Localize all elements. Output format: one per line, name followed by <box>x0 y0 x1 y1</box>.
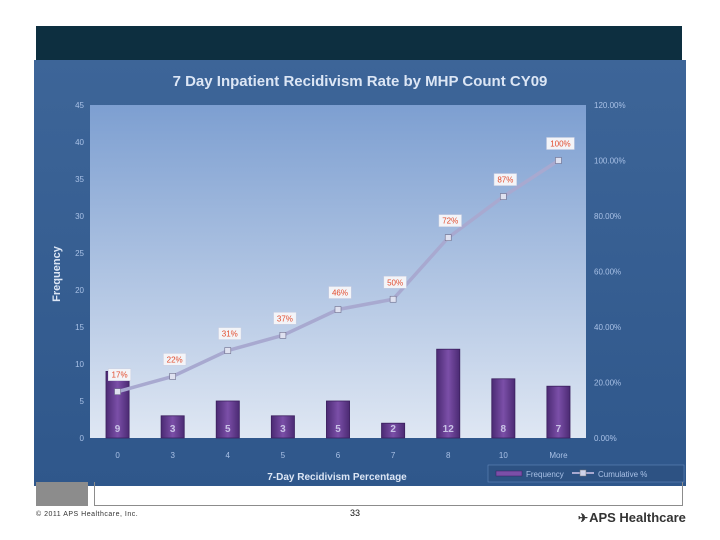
x-tick-label: 4 <box>226 451 231 460</box>
x-tick-label: More <box>549 451 568 460</box>
y2-tick-label: 100.00% <box>594 157 626 166</box>
chart-legend: Frequency Cumulative % <box>487 464 685 483</box>
bar-value-label: 12 <box>443 424 455 435</box>
cumulative-point <box>444 234 452 241</box>
bar-value-label: 7 <box>556 424 562 435</box>
cumulative-value-label: 37% <box>277 314 293 323</box>
cumulative-label-box <box>493 173 517 186</box>
legend-label-cumulative: Cumulative % <box>598 470 647 479</box>
y-tick-label: 5 <box>80 397 85 406</box>
y2-tick-label: 60.00% <box>594 268 621 277</box>
frequency-bar <box>381 422 406 439</box>
frequency-bar <box>270 415 295 439</box>
y2-tick-label: 20.00% <box>594 379 621 388</box>
y2-tick-label: 120.00% <box>594 101 626 110</box>
cumulative-label-box <box>546 137 575 150</box>
recidivism-chart: 7 Day Inpatient Recidivism Rate by MHP C… <box>51 73 685 483</box>
y-tick-label: 15 <box>75 323 84 332</box>
aps-logo-text: APS Healthcare <box>589 510 686 525</box>
x-tick-label: 7 <box>391 451 396 460</box>
y-tick-label: 40 <box>75 138 84 147</box>
y-tick-label: 30 <box>75 212 84 221</box>
y-tick-label: 20 <box>75 286 84 295</box>
frequency-bar <box>215 400 240 439</box>
cumulative-value-label: 31% <box>222 330 238 339</box>
x-tick-label: 10 <box>499 451 508 460</box>
bar-value-label: 5 <box>335 424 341 435</box>
cumulative-point <box>169 373 176 380</box>
cumulative-label-box <box>438 214 462 227</box>
cumulative-value-label: 87% <box>497 176 513 185</box>
chart-title: 7 Day Inpatient Recidivism Rate by MHP C… <box>173 73 548 90</box>
y-axis-label: Frequency <box>51 245 63 302</box>
y2-tick-label: 0.00% <box>594 434 617 443</box>
frequency-bar <box>546 385 571 439</box>
cumulative-value-label: 17% <box>112 371 128 380</box>
footer-frame <box>94 482 683 506</box>
bar-value-label: 2 <box>390 424 396 435</box>
bar-value-label: 5 <box>225 424 231 435</box>
legend-label-frequency: Frequency <box>526 470 564 479</box>
x-tick-label: 0 <box>115 451 120 460</box>
cumulative-label-box <box>383 276 407 289</box>
aps-logo-icon: ✈ <box>578 511 589 525</box>
cumulative-point <box>389 295 397 303</box>
cumulative-value-label: 72% <box>442 217 458 226</box>
frequency-bar <box>491 378 516 439</box>
x-tick-label: 3 <box>170 451 175 460</box>
x-axis-label: 7-Day Recidivism Percentage <box>267 472 407 483</box>
x-tick-label: 5 <box>281 451 286 460</box>
cumulative-label-box <box>218 327 242 340</box>
cumulative-label-box <box>108 368 132 381</box>
y-tick-label: 45 <box>75 101 84 110</box>
footer-gray-block <box>36 482 88 506</box>
frequency-bar <box>436 348 461 439</box>
cumulative-point <box>224 347 232 354</box>
cumulative-value-label: 100% <box>550 140 570 149</box>
bar-value-label: 3 <box>170 424 176 435</box>
legend-marker-cumulative <box>579 469 587 477</box>
y2-tick-label: 40.00% <box>594 323 621 332</box>
copyright-text: © 2011 APS Healthcare, Inc. <box>36 511 139 518</box>
slide-top-bar <box>36 26 682 62</box>
page-number: 33 <box>350 508 361 518</box>
bar-value-label: 9 <box>115 424 121 435</box>
cumulative-label-box <box>163 353 187 366</box>
y-tick-label: 35 <box>75 175 84 184</box>
aps-logo: ✈APS Healthcare <box>578 510 686 525</box>
frequency-bar <box>160 415 185 439</box>
cumulative-value-label: 46% <box>332 289 348 298</box>
cumulative-point <box>500 193 507 200</box>
cumulative-value-label: 50% <box>387 278 403 287</box>
cumulative-value-label: 22% <box>167 355 183 364</box>
cumulative-point <box>114 388 121 395</box>
y2-tick-label: 80.00% <box>594 212 621 221</box>
cumulative-label-box <box>328 286 352 299</box>
bar-value-label: 8 <box>501 424 507 435</box>
y-tick-label: 25 <box>75 249 84 258</box>
legend-swatch-frequency <box>495 470 523 477</box>
cumulative-point <box>555 157 562 164</box>
x-tick-label: 8 <box>446 451 451 460</box>
cumulative-label-box <box>273 312 297 325</box>
x-tick-label: 6 <box>336 451 341 460</box>
cumulative-point <box>334 306 342 313</box>
frequency-bar <box>326 400 350 439</box>
y-tick-label: 10 <box>75 360 84 369</box>
cumulative-point <box>279 332 287 339</box>
y-tick-label: 0 <box>80 434 85 443</box>
bar-value-label: 3 <box>280 424 286 435</box>
